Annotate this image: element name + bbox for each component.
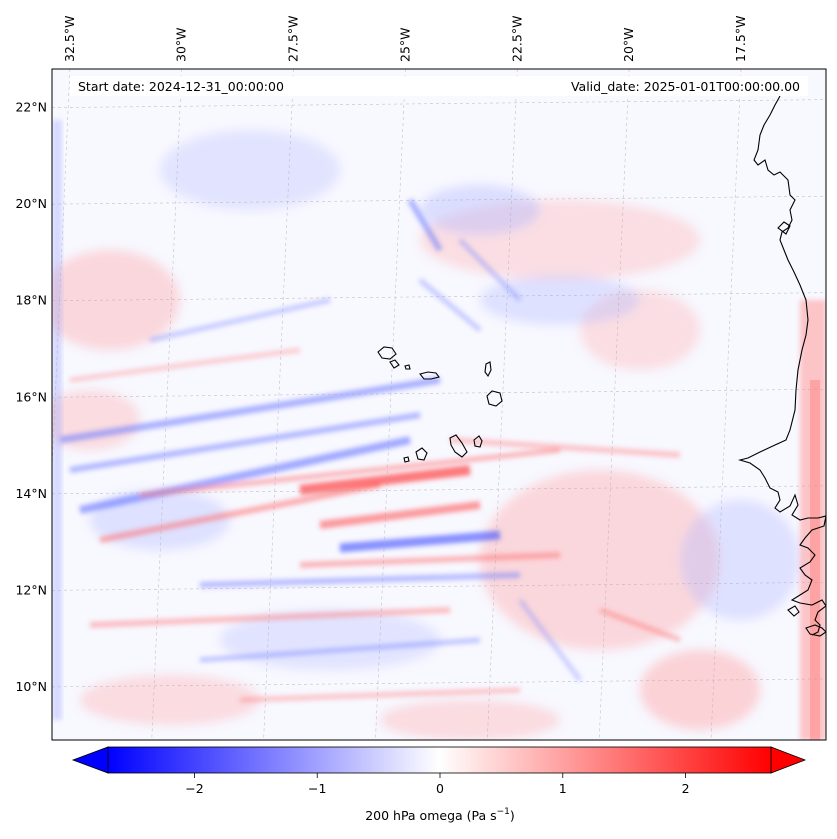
lon-tick-label: 25°W [397, 27, 412, 62]
gridline-lon-3 [375, 69, 406, 740]
coast-island-c [777, 221, 791, 235]
gridline-lon-2 [263, 69, 294, 740]
gridline-lon-5 [598, 69, 630, 740]
lon-tick-label: 20°W [621, 27, 636, 62]
lat-tick-label: 16°N [15, 389, 47, 404]
colorbar-tick-label: −1 [308, 781, 326, 796]
gridline-lon-4 [486, 69, 518, 740]
valid-date-label: Valid_date: 2025-01-01T00:00:00.00 [571, 79, 800, 94]
lon-tick-label: 30°W [174, 27, 189, 62]
island-santo-antao [377, 346, 397, 360]
coastlines [377, 95, 826, 637]
island-sao-vicente [389, 359, 400, 369]
coast-island-a [805, 624, 826, 637]
lat-tick-label: 18°N [15, 293, 47, 308]
colorbar-tick-label: 1 [559, 781, 567, 796]
lat-tick-label: 20°N [15, 196, 47, 211]
colorbar-bar [107, 746, 772, 774]
colorbar-tick-label: 2 [682, 781, 690, 796]
latitude-tick-labels: 22°N 20°N 18°N 16°N 14°N 12°N 10°N [15, 100, 47, 694]
lon-tick-label: 17.5°W [733, 16, 748, 62]
island-maio [473, 435, 483, 448]
island-boa-vista [486, 390, 503, 407]
lat-tick-label: 14°N [15, 486, 47, 501]
start-date-label: Start date: 2024-12-31_00:00:00 [78, 79, 284, 94]
colorbar-extend-min [71, 746, 109, 774]
island-brava [403, 456, 410, 463]
lon-tick-label: 32.5°W [62, 16, 77, 62]
island-santiago [449, 434, 468, 458]
colorbar: −2 −1 0 1 2 200 hPa omega (Pa s−1) [71, 746, 807, 823]
africa-coastline [737, 95, 826, 636]
map-frame [51, 68, 827, 741]
island-sao-nicolau [419, 371, 440, 380]
lat-tick-label: 10°N [15, 679, 47, 694]
lon-tick-label: 22.5°W [509, 16, 524, 62]
island-sal [484, 361, 492, 378]
gridlines [52, 69, 826, 740]
island-santa-luzia [404, 364, 411, 370]
lon-tick-label: 27.5°W [286, 16, 301, 62]
longitude-tick-labels: 32.5°W 30°W 27.5°W 25°W 22.5°W 20°W 17.5°W [62, 16, 748, 62]
coast-island-b [787, 605, 800, 617]
colorbar-tick-label: 0 [436, 781, 444, 796]
lat-tick-label: 22°N [15, 100, 47, 115]
lat-tick-label: 12°N [15, 582, 47, 597]
info-box [70, 76, 808, 96]
colorbar-ticks: −2 −1 0 1 2 [185, 773, 690, 796]
colorbar-title: 200 hPa omega (Pa s−1) [365, 807, 515, 823]
gridline-lon-6 [710, 69, 742, 740]
colorbar-tick-label: −2 [185, 781, 203, 796]
island-fogo [415, 447, 428, 461]
omega-field [52, 120, 826, 740]
gridline-lon-1 [151, 69, 183, 740]
colorbar-extend-max [770, 746, 807, 774]
